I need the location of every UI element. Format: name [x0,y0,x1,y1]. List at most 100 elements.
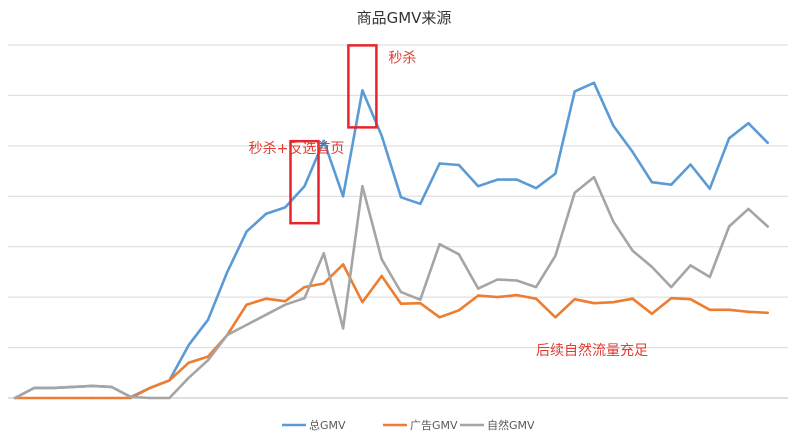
data-point-s2-10 [187,361,190,364]
series-line-2 [13,263,770,400]
data-point-s1-36 [689,163,692,166]
data-point-s1-22 [419,202,422,205]
data-point-s3-16 [303,297,306,300]
data-point-s3-13 [245,323,248,327]
data-point-s2-23 [438,316,441,319]
data-point-s1-35 [670,183,673,186]
data-point-s3-24 [457,253,461,256]
data-point-s2-9 [168,379,171,382]
data-point-s1-38 [727,137,731,140]
data-point-s2-36 [689,298,692,301]
data-point-s3-14 [264,313,268,316]
data-point-s3-35 [670,285,673,289]
data-point-s2-18 [341,263,345,266]
data-point-s1-14 [264,212,268,216]
data-point-s1-18 [341,195,345,198]
data-point-s1-23 [438,162,441,165]
data-point-s1-34 [650,181,654,184]
data-point-s3-32 [612,220,615,223]
data-point-s2-20 [380,274,383,278]
data-point-s3-30 [573,191,576,194]
data-point-s2-32 [612,301,615,304]
data-point-s1-37 [708,187,711,190]
data-point-s2-40 [766,311,769,314]
data-point-s3-9 [168,396,171,400]
data-point-s2-15 [284,300,287,303]
data-point-s1-16 [303,185,306,188]
series-line-1 [13,81,770,400]
data-point-s3-7 [129,395,132,399]
data-point-s1-20 [380,134,383,137]
data-point-s3-8 [148,396,152,400]
data-point-s1-28 [534,187,538,190]
data-point-s2-24 [457,309,461,312]
data-point-s3-3 [52,386,55,390]
data-point-s2-19 [361,301,364,304]
data-point-s1-12 [226,270,229,274]
data-point-s3-34 [650,265,654,269]
data-point-s1-30 [573,90,576,93]
gridlines [8,44,788,349]
annotation-flash-sale-homepage: 秒杀+反选首页 [249,141,345,157]
data-point-s1-21 [399,196,403,199]
data-point-s2-22 [419,302,422,305]
data-point-s1-40 [766,141,769,144]
data-point-s2-16 [303,285,306,289]
legend-label-2: 广告GMV [410,419,458,432]
data-point-s2-14 [264,297,268,300]
data-point-s3-12 [226,333,229,337]
data-point-s1-27 [515,178,518,181]
data-point-s3-4 [71,385,75,389]
data-point-s2-8 [148,386,152,390]
data-point-s3-5 [91,384,94,388]
data-point-s3-36 [689,264,692,267]
data-point-s1-33 [631,150,634,154]
data-point-s3-6 [110,385,113,389]
data-point-s1-25 [477,185,480,188]
data-point-s2-2 [33,396,36,400]
data-point-s2-11 [206,355,210,358]
data-point-s3-10 [187,376,190,379]
data-point-s3-39 [747,207,750,211]
data-point-s2-35 [670,297,673,300]
data-point-s1-10 [187,343,190,347]
data-point-s2-39 [747,310,750,313]
data-point-s1-11 [206,318,210,321]
data-point-s3-28 [534,285,538,289]
data-point-s3-17 [322,252,325,255]
data-point-s3-21 [399,290,403,294]
data-point-s1-17 [322,139,325,142]
data-point-s2-25 [477,294,480,297]
data-point-s2-3 [52,396,55,400]
data-point-s2-5 [91,396,94,400]
series-layer [13,81,770,400]
highlight-box-2 [347,44,378,129]
series-line-3 [13,175,770,400]
data-point-s1-32 [612,124,615,127]
data-point-s3-15 [284,303,287,306]
data-point-s3-29 [554,254,557,257]
data-point-s3-2 [33,386,36,390]
data-point-s3-1 [13,396,17,400]
data-point-s2-13 [245,303,248,306]
data-point-s2-38 [727,308,731,311]
data-point-s2-6 [110,396,113,400]
data-point-s3-20 [380,258,383,261]
data-point-s1-31 [592,81,596,85]
data-point-s2-4 [71,396,75,400]
data-point-s2-30 [573,298,576,301]
annotation-natural-traffic: 后续自然流量充足 [536,342,648,359]
data-point-s3-26 [496,278,499,281]
data-point-s1-15 [284,206,287,209]
data-point-s3-18 [341,327,345,330]
data-point-s3-37 [708,275,711,279]
chart-title: 商品GMV来源 [357,9,452,27]
legend-label-3: 自然GMV [487,418,535,432]
data-point-s3-25 [477,287,480,290]
data-point-s1-24 [457,163,461,167]
data-point-s2-27 [515,293,518,297]
data-point-s1-13 [245,230,248,233]
annotation-flash-sale: 秒杀 [388,50,416,66]
data-point-s1-19 [361,89,364,92]
